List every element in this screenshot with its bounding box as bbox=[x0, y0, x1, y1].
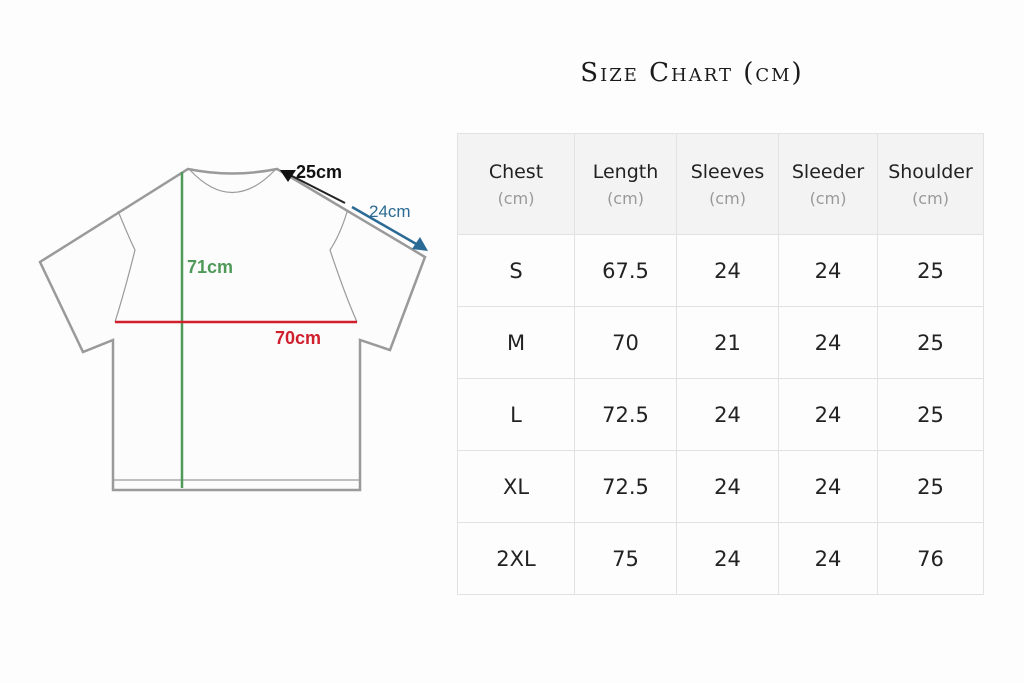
table-cell: 24 bbox=[676, 522, 779, 595]
table-cell: 76 bbox=[877, 522, 984, 595]
header-unit: (cm) bbox=[607, 188, 644, 208]
table-cell: 24 bbox=[778, 306, 878, 379]
header-label: Length bbox=[592, 160, 659, 183]
header-label: Chest bbox=[488, 160, 544, 183]
table-cell: 25 bbox=[877, 378, 984, 451]
arrow-down-icon bbox=[280, 170, 296, 182]
shoulder-line bbox=[289, 174, 346, 204]
table-cell: 24 bbox=[778, 522, 878, 595]
column-header: Chest (cm) bbox=[457, 133, 575, 235]
header-label: Sleeder bbox=[791, 160, 865, 183]
tshirt-outline bbox=[38, 167, 427, 492]
column-header: Shoulder (cm) bbox=[877, 133, 984, 235]
table-cell: 25 bbox=[877, 450, 984, 523]
table-cell: 21 bbox=[676, 306, 779, 379]
table-cell: 24 bbox=[778, 234, 878, 307]
table-cell: 75 bbox=[574, 522, 677, 595]
table-cell: 24 bbox=[778, 450, 878, 523]
table-cell: 67.5 bbox=[574, 234, 677, 307]
page-title: Size Chart (cm) bbox=[580, 58, 804, 88]
table-row: XL 72.5 24 24 25 bbox=[457, 450, 984, 523]
column-header: Sleeves (cm) bbox=[676, 133, 779, 235]
table-cell: S bbox=[457, 234, 575, 307]
size-table: Chest (cm) Length (cm) Sleeves (cm) Sleeder (cm… bbox=[457, 133, 984, 595]
arrow-right-icon bbox=[412, 237, 428, 251]
column-header: Sleeder (cm) bbox=[778, 133, 878, 235]
table-row: L 72.5 24 24 25 bbox=[457, 378, 984, 451]
header-unit: (cm) bbox=[497, 188, 535, 208]
shoulder-label: 25cm bbox=[296, 162, 342, 182]
table-cell: 72.5 bbox=[574, 450, 677, 523]
table-cell: 25 bbox=[877, 306, 984, 379]
table-cell: 25 bbox=[877, 234, 984, 307]
table-cell: M bbox=[457, 306, 575, 379]
sleeve-label: 24cm bbox=[369, 202, 411, 221]
header-unit: (cm) bbox=[709, 188, 746, 208]
header-unit: (cm) bbox=[809, 188, 847, 208]
table-cell: 72.5 bbox=[574, 378, 677, 451]
tshirt-diagram: 71cm 70cm 25cm 24cm bbox=[38, 162, 428, 492]
sleeve-line bbox=[351, 205, 419, 247]
table-cell: 24 bbox=[778, 378, 878, 451]
table-cell: 2XL bbox=[457, 522, 575, 595]
table-cell: 24 bbox=[676, 378, 779, 451]
table-cell: 24 bbox=[676, 450, 779, 523]
header-unit: (cm) bbox=[912, 188, 949, 208]
table-row: 2XL 75 24 24 76 bbox=[457, 522, 984, 595]
table-cell: XL bbox=[457, 450, 575, 523]
header-label: Sleeves bbox=[690, 160, 765, 183]
length-label: 71cm bbox=[187, 257, 233, 277]
table-cell: 24 bbox=[676, 234, 779, 307]
table-cell: L bbox=[457, 378, 575, 451]
table-cell: 70 bbox=[574, 306, 677, 379]
header-label: Shoulder bbox=[888, 160, 973, 183]
column-header: Length (cm) bbox=[574, 133, 677, 235]
table-row: S 67.5 24 24 25 bbox=[457, 234, 984, 307]
chest-label: 70cm bbox=[275, 328, 321, 348]
table-row: M 70 21 24 25 bbox=[457, 306, 984, 379]
